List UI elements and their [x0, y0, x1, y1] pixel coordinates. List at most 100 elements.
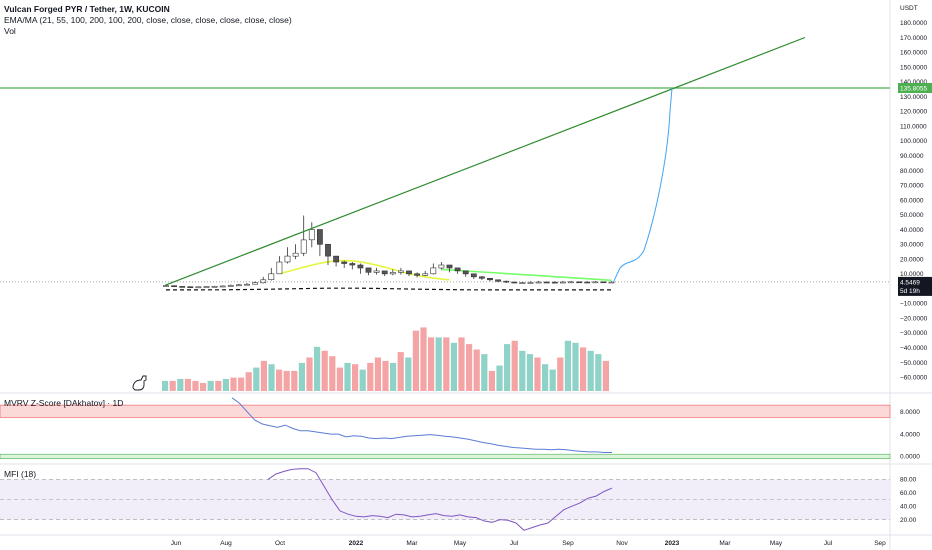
volume-bar: [215, 380, 222, 391]
volume-bar: [519, 350, 526, 391]
candle-body: [454, 267, 461, 272]
volume-bar: [572, 342, 579, 391]
symbol-title[interactable]: Vulcan Forged PYR / Tether, 1W, KUCOIN: [4, 4, 170, 14]
candle-body: [373, 270, 380, 273]
volume-bar: [458, 337, 465, 391]
price-axis: USDT 180.0000 170.0000 160.0000 150.0000 140.…: [898, 5, 932, 524]
candle-body: [584, 281, 591, 284]
ema-legend[interactable]: EMA/MA (21, 55, 100, 200, 100, 200, clos…: [4, 15, 292, 25]
volume-bar: [359, 369, 366, 391]
price-tick: 160.0000: [900, 50, 927, 57]
candle-body: [503, 280, 510, 283]
candle-body: [292, 252, 299, 257]
candle-body: [551, 281, 558, 284]
candle-body: [495, 279, 501, 282]
volume-bar: [435, 337, 442, 391]
price-tick: 70.0000: [900, 183, 924, 190]
level-label: 135.8055: [900, 86, 927, 93]
ma-line-black: [166, 287, 612, 291]
volume-bar: [336, 367, 343, 391]
candle-body: [349, 263, 356, 266]
time-tick: May: [770, 540, 783, 547]
candle-body: [187, 286, 194, 289]
mvrv-tick: 8.0000: [900, 409, 920, 416]
mvrv-pane-label[interactable]: MVRV Z-Score [DAkhatov] · 1D: [4, 398, 124, 408]
time-tick: Sep: [874, 540, 886, 547]
volume-bar: [260, 360, 267, 392]
candle-body: [535, 281, 542, 284]
mvrv-line: [231, 397, 612, 453]
candle-body: [406, 270, 412, 275]
candle-body: [163, 285, 169, 288]
volume-bar: [397, 352, 404, 391]
volume-bar: [367, 362, 374, 391]
time-tick: Jul: [824, 540, 833, 547]
countdown-label: 5d 19h: [900, 288, 920, 295]
volume-bar: [542, 364, 549, 391]
volume-bar: [420, 327, 427, 391]
candle-body: [325, 244, 331, 257]
volume-bar: [169, 380, 176, 391]
price-tick: 10.0000: [900, 271, 924, 278]
price-label: 4.5469: [900, 279, 920, 286]
dino-icon-shape: [132, 375, 147, 391]
volume-bar: [534, 357, 541, 391]
candle-body: [179, 286, 186, 288]
volume-bar: [390, 362, 397, 391]
price-tick: −50.0000: [900, 360, 928, 367]
price-axis-currency: USDT: [900, 5, 918, 12]
volume-bar: [557, 357, 564, 391]
candle-body: [430, 267, 437, 275]
volume-bar: [268, 364, 275, 391]
volume-bar: [504, 344, 511, 391]
price-tick: 50.0000: [900, 212, 924, 219]
volume-bar: [488, 370, 495, 391]
time-tick: Mar: [719, 540, 731, 547]
price-tick: 180.0000: [900, 20, 927, 27]
volume-bar: [595, 354, 602, 391]
level-label-bg: [898, 83, 932, 93]
time-tick: Oct: [275, 540, 285, 547]
candle-body: [462, 270, 469, 275]
trend-line: [165, 36, 806, 286]
volume-bar: [184, 378, 191, 391]
candlesticks: [163, 215, 615, 289]
volume-bar: [511, 340, 518, 392]
dino-icon: [132, 375, 147, 391]
candle-body: [365, 267, 372, 273]
candle-body: [608, 281, 615, 284]
volume-bar: [329, 356, 336, 391]
mfi-pane-label[interactable]: MFI (18): [4, 469, 37, 479]
volume-bar: [245, 372, 252, 391]
candle-body: [219, 285, 226, 288]
candle-body: [446, 264, 453, 269]
price-tick: 140.0000: [900, 79, 927, 86]
time-tick: Sep: [562, 540, 574, 547]
volume-bar: [321, 350, 328, 391]
price-tick: −30.0000: [900, 330, 928, 337]
volume-bars: [162, 327, 609, 392]
vol-legend[interactable]: Vol: [4, 26, 16, 36]
candle-body: [470, 273, 477, 278]
volume-bar: [344, 362, 351, 391]
volume-bar: [412, 330, 419, 391]
ema-line-green: [441, 268, 612, 282]
mfi-tick: 40.00: [900, 504, 917, 511]
candle-body: [511, 281, 518, 284]
volume-bar: [298, 362, 305, 391]
price-tick: 120.0000: [900, 109, 927, 116]
volume-bar: [526, 354, 533, 391]
volume-bar: [443, 337, 450, 391]
time-tick: Nov: [616, 540, 628, 547]
volume-bar: [405, 357, 412, 391]
volume-bar: [382, 360, 389, 392]
time-tick: May: [454, 540, 467, 547]
candle-body: [487, 277, 493, 281]
volume-bar: [306, 357, 313, 391]
volume-bar: [200, 383, 207, 391]
candle-body: [333, 255, 339, 263]
volume-bar: [450, 342, 457, 391]
volume-bar: [428, 337, 435, 391]
volume-bar: [549, 369, 556, 391]
